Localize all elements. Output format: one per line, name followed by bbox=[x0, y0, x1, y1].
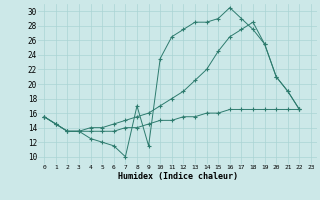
X-axis label: Humidex (Indice chaleur): Humidex (Indice chaleur) bbox=[118, 172, 238, 181]
